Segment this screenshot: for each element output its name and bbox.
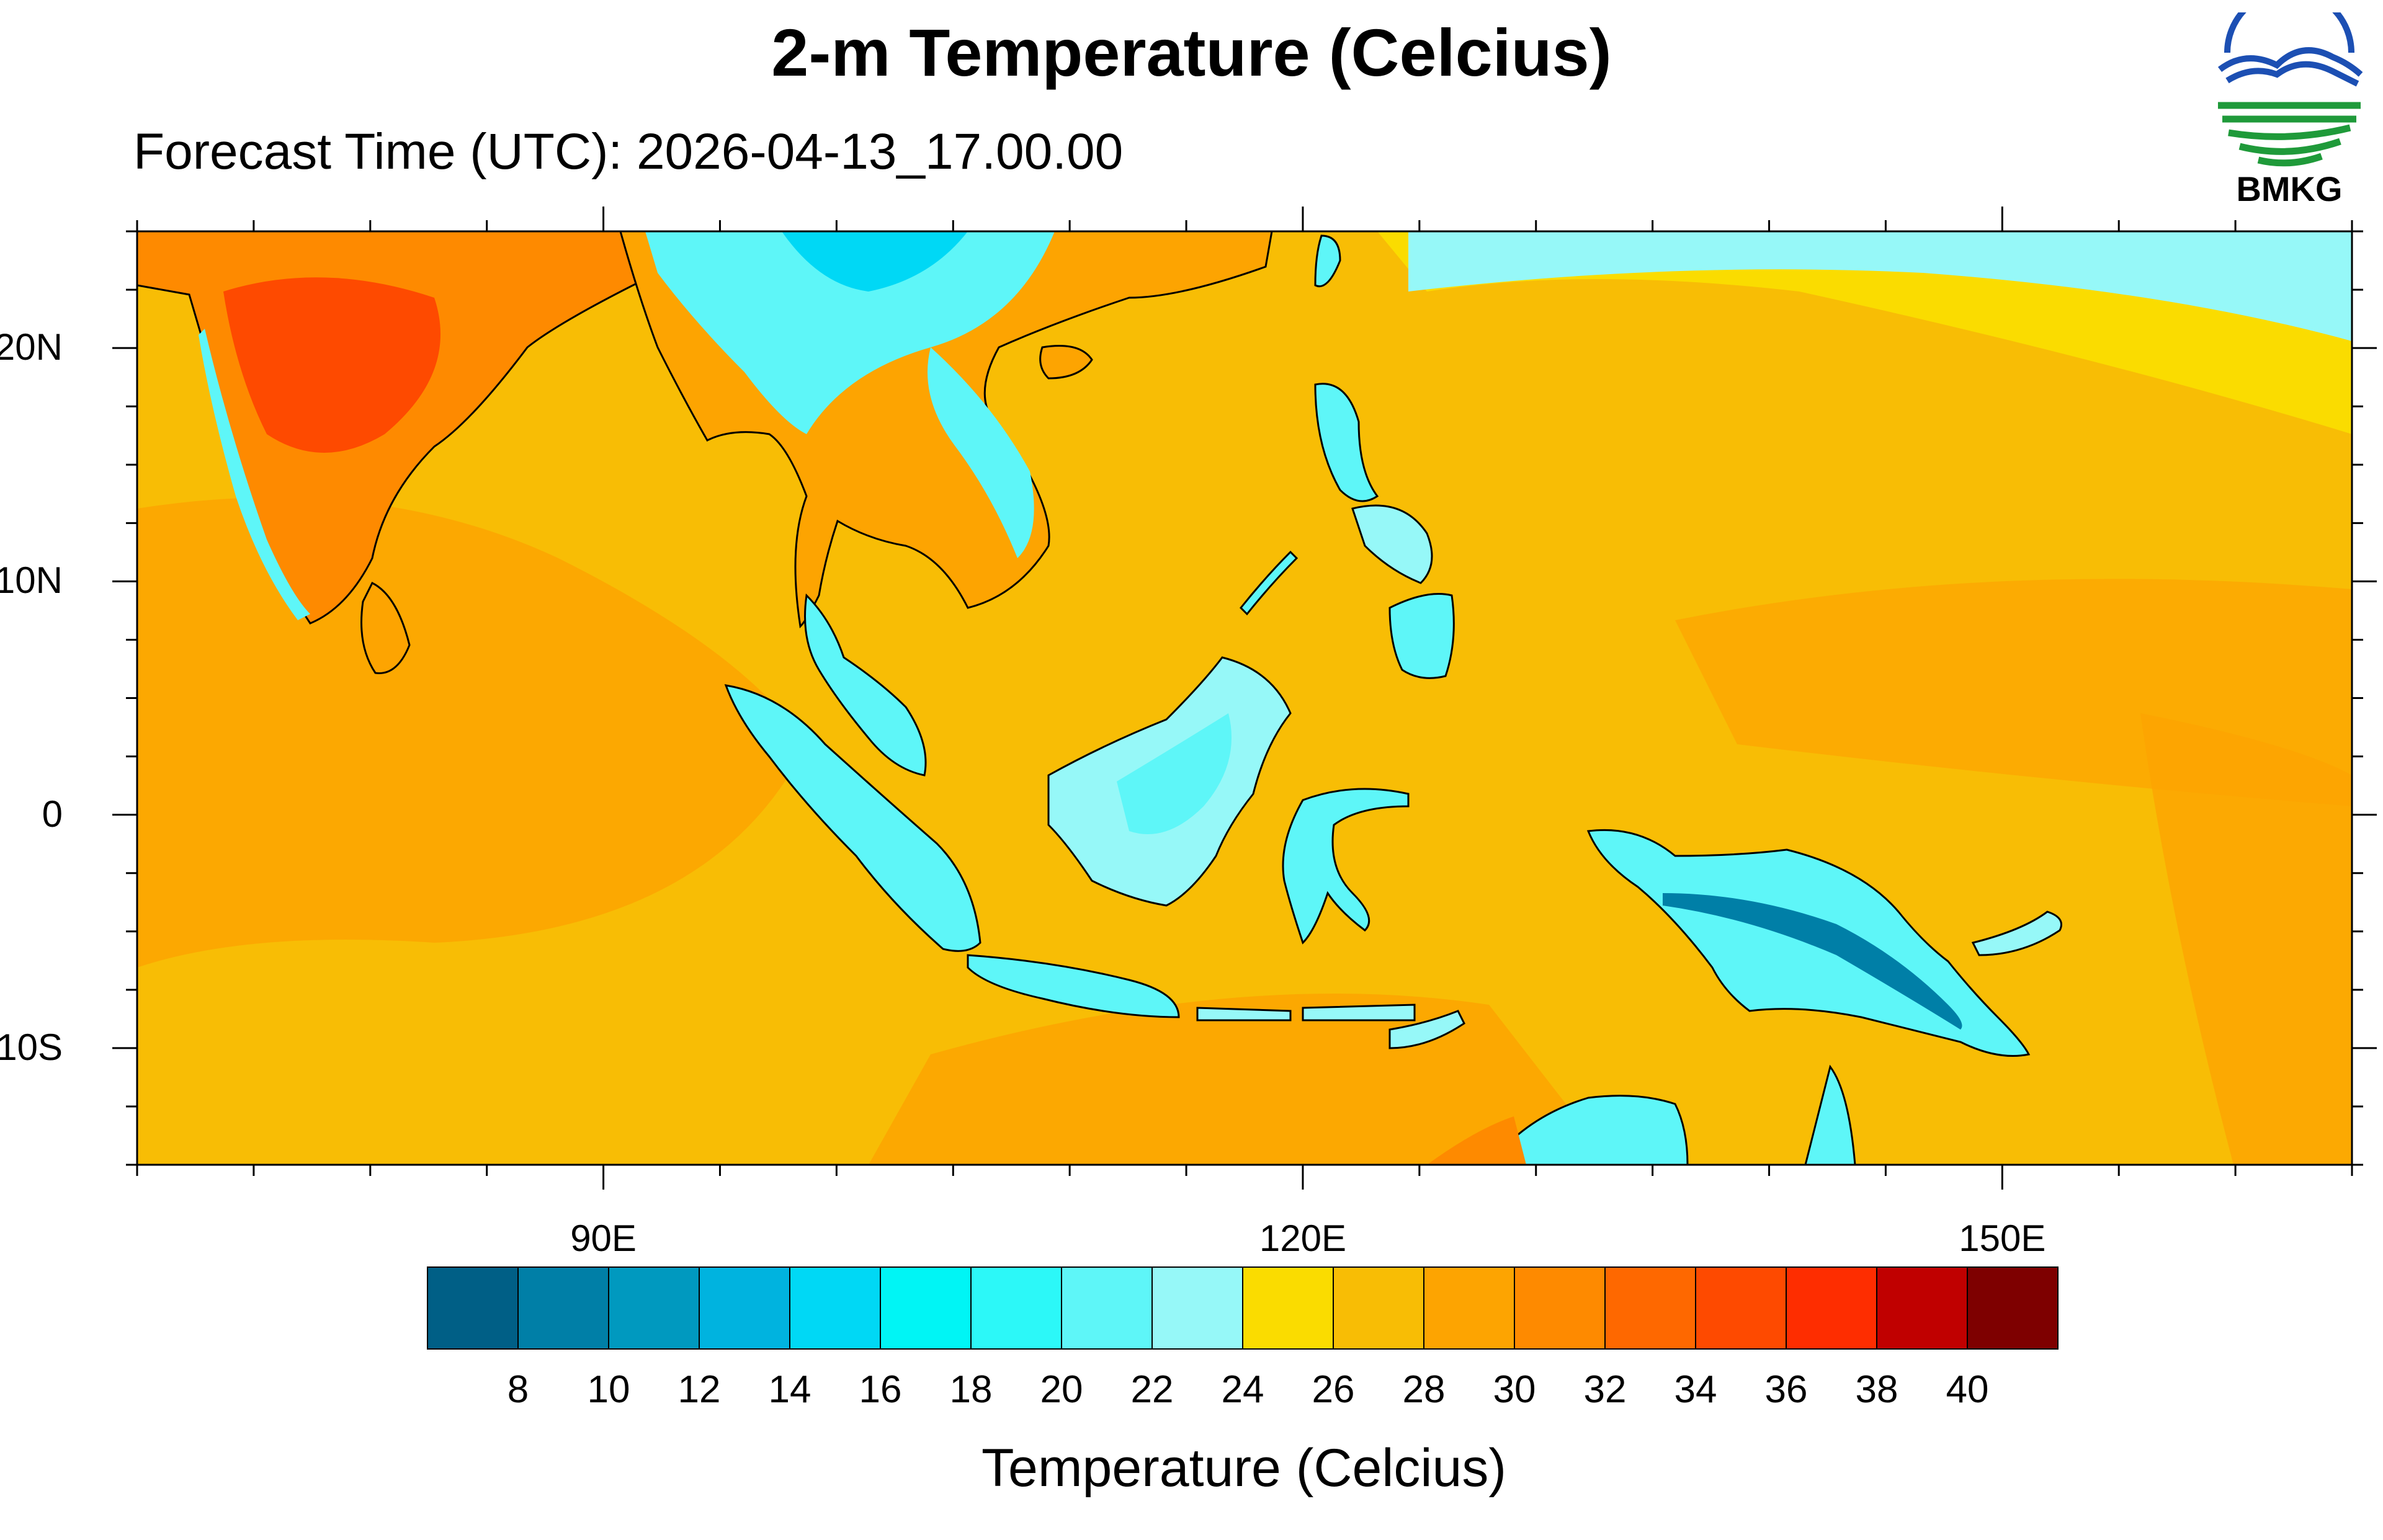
land-luzon — [1314, 383, 1379, 502]
bmkg-logo-icon — [2217, 12, 2363, 167]
colorbar-tick-label: 8 — [507, 1368, 529, 1411]
colorbar-swatch — [1151, 1266, 1243, 1350]
colorbar-swatch — [880, 1266, 972, 1350]
colorbar-tick-label: 28 — [1402, 1368, 1446, 1411]
colorbar-swatch — [1876, 1266, 1968, 1350]
lon-label: 90E — [570, 1217, 637, 1259]
land-india-ghats — [199, 329, 310, 620]
lat-label: 0 — [42, 793, 63, 835]
colorbar-tick-label: 14 — [768, 1368, 811, 1411]
land-hainan — [1039, 345, 1093, 380]
land-cape-york — [1804, 1064, 1856, 1165]
land-new-guinea-ridge — [1663, 893, 1962, 1030]
colorbar-swatch — [1242, 1266, 1334, 1350]
colorbar-tick-label: 38 — [1855, 1368, 1898, 1411]
colorbar-tick-label: 26 — [1312, 1368, 1355, 1411]
chart-title: 2-m Temperature (Celcius) — [771, 15, 1612, 90]
colorbar-swatch — [1695, 1266, 1787, 1350]
land-mindanao — [1388, 593, 1455, 679]
lat-label: 10S — [0, 1026, 63, 1068]
lon-label: 120E — [1259, 1217, 1346, 1259]
land-java — [967, 954, 1180, 1018]
colorbar-swatch — [1514, 1266, 1606, 1350]
land-india-hot — [223, 277, 440, 453]
land-himalaya-colder — [782, 231, 968, 292]
colorbar-tick-label: 16 — [859, 1368, 902, 1411]
forecast-time: Forecast Time (UTC): 2026-04-13_17.00.00 — [133, 123, 1124, 180]
colorbar-swatch — [699, 1266, 790, 1350]
colorbar-tick-label: 32 — [1583, 1368, 1627, 1411]
lat-label: 10N — [0, 559, 63, 602]
land-sri-lanka — [360, 581, 411, 674]
land-australia-hot — [1427, 1116, 1526, 1165]
colorbar-tick-label: 36 — [1764, 1368, 1808, 1411]
cold-ocean-north — [1408, 231, 2352, 341]
land-visayas — [1351, 504, 1433, 584]
colorbar-swatch — [1967, 1266, 2059, 1350]
colorbar-swatch — [789, 1266, 881, 1350]
lon-label: 150E — [1959, 1217, 2046, 1259]
land-australia — [1488, 1095, 1689, 1165]
land-sumatra — [724, 684, 981, 952]
land-taiwan — [1314, 234, 1341, 287]
land-malay-peninsula — [804, 593, 927, 777]
land-sulawesi — [1282, 788, 1410, 945]
colorbar-swatch — [970, 1266, 1062, 1350]
land-new-britain — [1971, 910, 2062, 956]
logo-text: BMKG — [2236, 169, 2343, 208]
lat-label: 20N — [0, 326, 63, 368]
land-annamite — [928, 347, 1034, 558]
colorbar-swatch — [1604, 1266, 1696, 1350]
colorbar-tick-label: 34 — [1674, 1368, 1717, 1411]
land-palawan — [1239, 550, 1299, 616]
colorbar-tick-label: 20 — [1040, 1368, 1083, 1411]
colorbar-swatch — [1786, 1266, 1877, 1350]
land-himalaya-cold — [645, 231, 1055, 434]
land-lesser-sunda — [1196, 1004, 1465, 1049]
colorbar-swatch — [517, 1266, 609, 1350]
colorbar-swatch — [1061, 1266, 1153, 1350]
colorbar-tick-label: 18 — [949, 1368, 993, 1411]
colorbar-tick-label: 40 — [1946, 1368, 1989, 1411]
colorbar-tick-label: 12 — [677, 1368, 721, 1411]
colorbar-tick-label: 22 — [1130, 1368, 1174, 1411]
warm-ocean-east — [2140, 713, 2352, 1165]
land-borneo-highland — [1117, 713, 1232, 834]
colorbar-swatch — [1423, 1266, 1515, 1350]
colorbar-swatch — [1333, 1266, 1424, 1350]
colorbar-title: Temperature (Celcius) — [981, 1438, 1506, 1498]
colorbar-tick-label: 30 — [1493, 1368, 1536, 1411]
colorbar-swatch — [608, 1266, 700, 1350]
colorbar-tick-label: 24 — [1221, 1368, 1264, 1411]
colorbar-tick-label: 10 — [587, 1368, 630, 1411]
colorbar-swatch — [427, 1266, 519, 1350]
